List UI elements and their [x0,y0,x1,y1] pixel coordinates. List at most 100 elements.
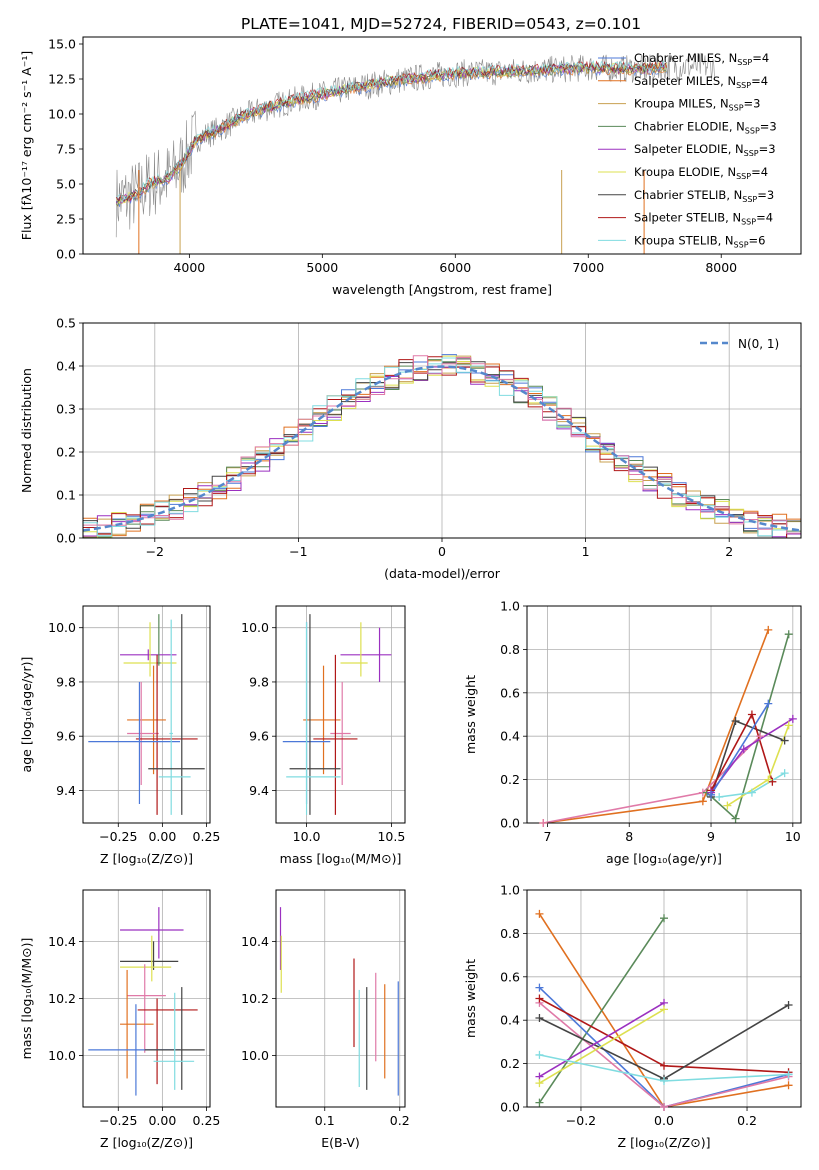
x-tick-label: −1 [289,544,307,559]
series-line [538,987,789,1107]
y-tick-label: 9.6 [249,729,269,744]
y-tick-label: 0.0 [500,816,520,831]
y-tick-label: 7.5 [56,142,76,157]
data-point [768,777,777,786]
x-tick-label: −0.25 [99,1113,137,1128]
plot-area [83,323,801,538]
y-tick-label: 0.2 [500,772,520,787]
axes-frame [82,889,211,1108]
legend-entry: Kroupa MILES, NSSP=3 [634,97,760,113]
y-tick-label: 0.0 [56,531,76,546]
legend-entry: Kroupa STELIB, NSSP=6 [634,233,765,249]
data-point [723,801,732,810]
data-point [535,994,544,1003]
x-tick-label: 4000 [173,260,205,275]
series-line [539,1008,665,1084]
x-axis-label: E(B-V) [321,1135,360,1150]
x-tick-label: 7000 [572,260,604,275]
data-point [784,630,793,639]
panel-mass-vs-Z: −0.25 0.00 0.25 10.0 10.2 10.4 Z [log₁₀(Z/Z⊙)]… [19,889,220,1150]
x-tick-label: 8 [625,829,633,844]
y-tick-label: 1.0 [500,883,520,898]
data-point [715,792,724,801]
panel-age-vs-mass: 10.0 10.5 9.4 9.6 9.8 10.0 mass [log₁₀(M/M⊙)] [241,605,406,866]
x-axis-label: Z [log₁₀(Z/Z⊙)] [100,851,193,866]
x-tick-label: 0 [438,544,446,559]
model-spectrum [115,60,668,203]
gaussian-curve [83,365,801,532]
data-point [764,625,773,634]
series-line [710,703,769,796]
y-tick-label: 0.5 [56,316,76,331]
data-point [535,1050,544,1059]
x-tick-label: −2 [146,544,164,559]
x-tick-label: 0.00 [148,1113,176,1128]
figure-title: PLATE=1041, MJD=52724, FIBERID=0543, z=0… [241,15,641,33]
data-point [535,1014,544,1023]
data-point [660,1076,668,1085]
panel-spectrum: 4000 5000 6000 7000 8000 0.0 2.5 5.0 7.5 10.0 12.5… [19,36,802,297]
y-tick-label: 1.0 [500,599,520,614]
data-point [780,769,789,778]
x-tick-label: 0.25 [193,829,221,844]
x-tick-label: 0.2 [737,1113,757,1128]
y-tick-label: 0.1 [56,488,76,503]
y-tick-label: 10.4 [48,934,76,949]
plot-area [527,890,801,1107]
axes-frame [526,605,802,824]
x-tick-label: −0.25 [99,829,137,844]
series-line [538,917,665,1104]
data-point [660,914,668,923]
y-tick-label: 10.2 [48,991,76,1006]
y-tick-label: 10.0 [241,1048,269,1063]
data-point [747,788,756,797]
axes-frame [82,322,802,539]
legend-entry: Kroupa ELODIE, NSSP=4 [634,165,768,181]
legend-entry: Salpeter STELIB, NSSP=4 [634,211,773,227]
y-tick-label: 10.0 [48,1048,76,1063]
x-axis-label: (data-model)/error [384,566,501,581]
y-tick-label: 2.5 [56,212,76,227]
x-tick-label: 2 [725,544,733,559]
data-point [747,710,756,719]
data-point [731,814,740,823]
legend-entry: N(0, 1) [738,337,779,351]
x-axis-label: Z [log₁₀(Z/Z⊙)] [100,1135,193,1150]
y-tick-label: 9.8 [249,674,269,689]
plot-area [276,606,405,823]
data-point [535,1079,544,1088]
residual-histogram [83,355,801,534]
data-point [780,736,789,745]
legend-entry: Salpeter MILES, NSSP=4 [634,74,768,90]
y-axis-label: Normed distribution [19,368,34,493]
data-point [756,732,765,741]
data-point [784,1081,793,1090]
model-spectrum [115,64,668,205]
y-tick-label: 9.4 [56,783,76,798]
data-point [698,797,707,806]
y-tick-label: 0.0 [56,247,76,262]
series-line [710,719,785,798]
data-point [731,717,740,726]
data-point [707,790,716,799]
axes-frame [82,36,802,255]
x-tick-label: 0.0 [654,1113,674,1128]
x-axis-label: age [log₁₀(age/yr)] [606,851,722,866]
y-axis-label: age [log₁₀(age/yr)] [19,657,34,773]
data-point [784,1070,793,1079]
plot-area [115,52,715,254]
x-tick-label: 0.1 [315,1113,335,1128]
panel-mass-weight-vs-age: 7 8 9 10 0.0 0.2 0.4 0.6 0.8 1.0 age [log₁₀(age/yr… [463,599,802,866]
plot-area [83,606,210,823]
data-point [764,699,773,708]
data-point [660,1103,668,1111]
observed-spectrum [115,52,715,238]
data-point [739,745,748,754]
panel-age-vs-Z: −0.25 0.00 0.25 9.4 9.6 9.8 10.0 Z [log₁₀(Z/Z⊙)… [19,605,221,866]
data-point [535,983,544,992]
data-point [539,819,548,827]
y-tick-label: 0.6 [500,969,520,984]
y-axis-label: mass weight [463,675,478,754]
x-tick-label: 0.2 [390,1113,410,1128]
data-point [660,1061,668,1070]
